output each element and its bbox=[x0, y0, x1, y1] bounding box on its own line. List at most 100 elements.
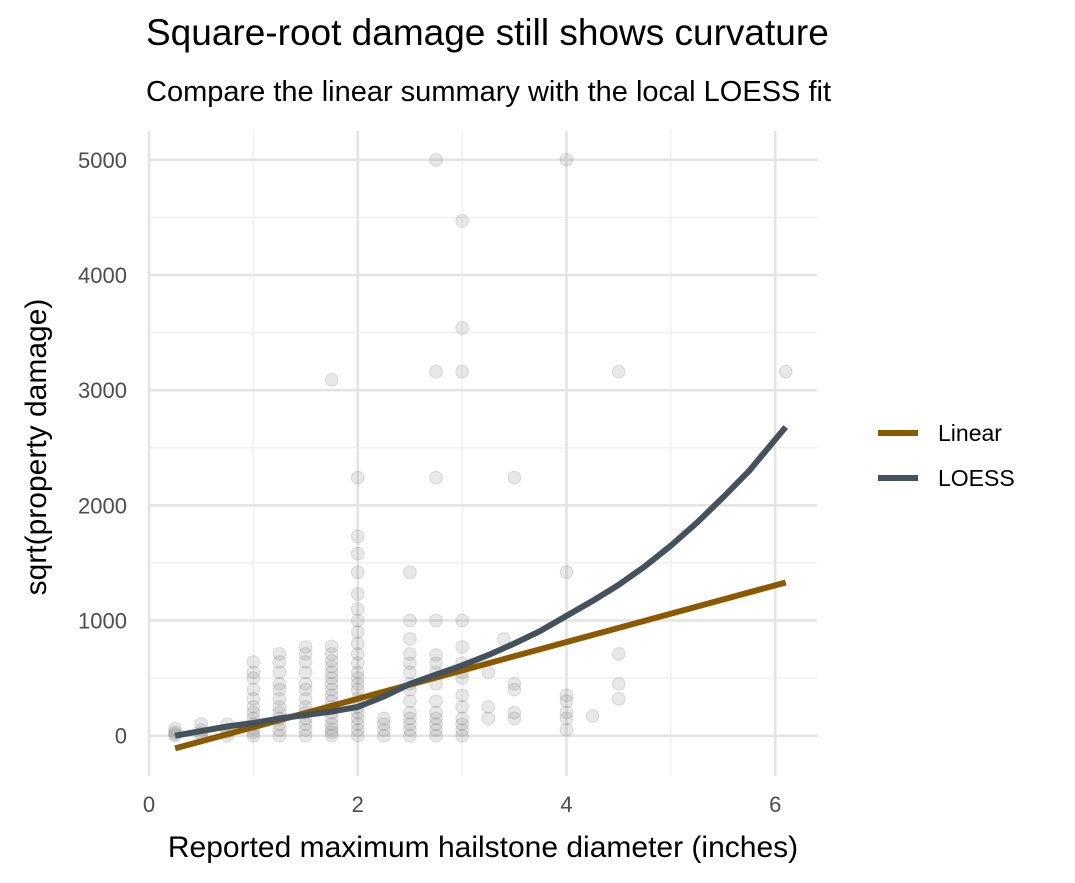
data-point bbox=[298, 677, 313, 691]
data-point bbox=[298, 640, 313, 654]
data-point bbox=[324, 659, 339, 674]
data-point bbox=[298, 692, 313, 706]
data-point bbox=[403, 565, 417, 579]
data-point bbox=[481, 665, 496, 680]
y-tick-label: 1000 bbox=[78, 609, 127, 634]
data-point bbox=[246, 671, 261, 685]
data-point bbox=[429, 470, 443, 485]
scatter-points bbox=[168, 152, 793, 743]
data-point bbox=[611, 677, 626, 691]
data-point bbox=[350, 613, 365, 628]
data-point bbox=[507, 682, 522, 697]
data-point bbox=[403, 647, 417, 661]
data-point bbox=[403, 656, 417, 670]
data-point bbox=[611, 647, 626, 661]
data-point bbox=[246, 700, 261, 714]
data-point bbox=[403, 723, 417, 737]
data-point bbox=[455, 711, 469, 726]
data-point bbox=[559, 694, 574, 708]
data-point bbox=[429, 613, 443, 628]
data-point bbox=[350, 546, 365, 561]
chart-title: Square-root damage still shows curvature bbox=[146, 12, 829, 53]
data-point bbox=[429, 656, 443, 670]
data-point bbox=[350, 470, 365, 485]
data-point bbox=[324, 639, 339, 654]
data-point bbox=[377, 717, 391, 731]
data-point bbox=[429, 705, 443, 720]
data-point bbox=[429, 648, 443, 662]
data-point bbox=[377, 723, 391, 737]
grid bbox=[147, 131, 817, 776]
data-point bbox=[429, 694, 443, 708]
data-point bbox=[246, 705, 261, 720]
data-point bbox=[324, 725, 339, 740]
data-point bbox=[507, 677, 522, 691]
data-point bbox=[455, 613, 469, 628]
data-point bbox=[324, 665, 339, 680]
data-point bbox=[559, 688, 574, 703]
data-point bbox=[559, 565, 574, 579]
data-point bbox=[350, 587, 365, 601]
data-point bbox=[429, 711, 443, 726]
data-point bbox=[324, 372, 339, 387]
data-point bbox=[272, 665, 287, 680]
axis-ticks: 0 1000 2000 3000 4000 5000 0 2 4 6 bbox=[78, 148, 781, 817]
data-point bbox=[350, 728, 365, 743]
data-point bbox=[559, 711, 574, 726]
data-point bbox=[455, 321, 469, 335]
data-point bbox=[559, 705, 574, 720]
data-point bbox=[377, 711, 391, 726]
legend-label-loess: LOESS bbox=[938, 465, 1015, 491]
data-point bbox=[611, 364, 626, 379]
data-point bbox=[507, 470, 522, 485]
data-point bbox=[350, 636, 365, 651]
y-tick-label: 0 bbox=[115, 724, 127, 749]
data-point bbox=[324, 721, 339, 736]
data-point bbox=[324, 682, 339, 697]
data-point bbox=[350, 529, 365, 544]
data-point bbox=[324, 728, 339, 743]
data-point bbox=[350, 717, 365, 731]
data-point bbox=[455, 214, 469, 228]
y-tick-label: 2000 bbox=[78, 493, 127, 518]
data-point bbox=[272, 692, 287, 706]
data-point bbox=[246, 665, 261, 680]
data-point bbox=[298, 682, 313, 697]
data-point bbox=[298, 728, 313, 743]
x-tick-label: 6 bbox=[769, 792, 781, 817]
legend: Linear LOESS bbox=[878, 420, 1015, 491]
y-tick-label: 4000 bbox=[78, 263, 127, 288]
y-tick-label: 5000 bbox=[78, 148, 127, 173]
data-point bbox=[324, 688, 339, 703]
data-point bbox=[272, 647, 287, 661]
data-point bbox=[507, 711, 522, 726]
data-point bbox=[246, 692, 261, 706]
data-point bbox=[324, 677, 339, 691]
y-axis-title: sqrt(property damage) bbox=[20, 299, 53, 596]
data-point bbox=[272, 723, 287, 737]
x-tick-label: 2 bbox=[352, 792, 364, 817]
data-point bbox=[507, 705, 522, 720]
x-tick-label: 4 bbox=[560, 792, 572, 817]
data-point bbox=[429, 717, 443, 731]
data-point bbox=[324, 671, 339, 685]
fit-lines bbox=[174, 425, 789, 752]
data-point bbox=[429, 364, 443, 379]
data-point bbox=[429, 152, 443, 167]
data-point bbox=[585, 709, 600, 723]
data-point bbox=[298, 723, 313, 737]
data-point bbox=[403, 632, 417, 646]
data-point bbox=[272, 655, 287, 669]
data-point bbox=[350, 565, 365, 579]
data-point bbox=[455, 364, 469, 379]
x-axis-title: Reported maximum hailstone diameter (inc… bbox=[168, 831, 798, 864]
data-point bbox=[350, 625, 365, 639]
data-point bbox=[455, 728, 469, 743]
data-point bbox=[246, 655, 261, 669]
data-point bbox=[455, 640, 469, 654]
data-point bbox=[272, 700, 287, 714]
data-point bbox=[403, 665, 417, 680]
data-point bbox=[324, 717, 339, 731]
data-point bbox=[403, 728, 417, 743]
